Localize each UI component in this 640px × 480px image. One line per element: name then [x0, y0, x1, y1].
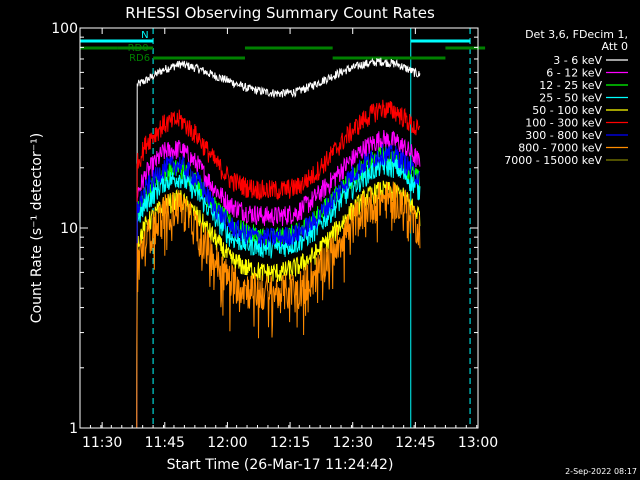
plot-frame	[79, 27, 479, 429]
legend-label-5: 50 - 100 keV	[532, 104, 602, 117]
flag-bar-6	[445, 46, 486, 50]
x-tick-label-2: 11:45	[145, 435, 185, 451]
legend-header-2: Att 0	[602, 40, 628, 53]
flag-label-7: RD6	[129, 53, 150, 64]
legend-label-1: 3 - 6 keV	[553, 54, 602, 67]
x-tick-label-7: 13:00	[458, 435, 498, 451]
x-axis-label: Start Time (26-Mar-17 11:24:42)	[167, 457, 394, 473]
flag-label-1: N	[141, 30, 148, 41]
legend-label-9: 7000 - 15000 keV	[504, 154, 602, 167]
x-tick-label-3: 12:00	[207, 435, 247, 451]
flag-bar-2	[410, 39, 471, 43]
flag-bar-4	[117, 46, 154, 50]
y-axis-label: Count Rate (s⁻¹ detector⁻¹)	[29, 133, 45, 323]
flag-bar-5	[244, 46, 333, 50]
flag-bar-7	[153, 56, 245, 60]
chart-title: RHESSI Observing Summary Count Rates	[125, 4, 435, 22]
y-tick-label-2: 10	[60, 221, 78, 237]
legend-header-1: Det 3,6, FDecim 1,	[525, 28, 628, 41]
axes: 11:30 11:45 12:00 12:15 12:30 12:45 13:00 1 10 10…	[51, 21, 498, 451]
legend-label-7: 300 - 800 keV	[525, 129, 602, 142]
x-tick-label-5: 12:30	[333, 435, 373, 451]
legend-label-6: 100 - 300 keV	[525, 117, 602, 130]
flag-bar-8	[332, 56, 446, 60]
legend-label-4: 25 - 50 keV	[539, 92, 602, 105]
series-line-6	[136, 99, 421, 429]
series-layer	[136, 57, 421, 429]
y-tick-label-1: 1	[69, 421, 78, 437]
series-line-1	[136, 57, 421, 429]
series-line-2	[136, 129, 421, 429]
x-tick-label-1: 11:30	[82, 435, 122, 451]
x-tick-label-4: 12:15	[270, 435, 310, 451]
legend-label-8: 800 - 7000 keV	[518, 142, 602, 155]
y-tick-label-3: 100	[51, 21, 78, 37]
flag-bar-1	[80, 39, 154, 43]
series-line-7	[136, 144, 421, 429]
x-tick-label-6: 12:45	[395, 435, 435, 451]
legend-label-2: 6 - 12 keV	[546, 67, 602, 80]
legend-label-3: 12 - 25 keV	[539, 79, 602, 92]
observing-flags: NRD0RD6	[80, 30, 486, 64]
time-markers	[79, 28, 471, 428]
series-line-8	[136, 181, 421, 429]
flag-bar-3	[80, 46, 118, 50]
series-line-4	[136, 155, 421, 429]
print-timestamp: 2-Sep-2022 08:17	[565, 467, 637, 476]
